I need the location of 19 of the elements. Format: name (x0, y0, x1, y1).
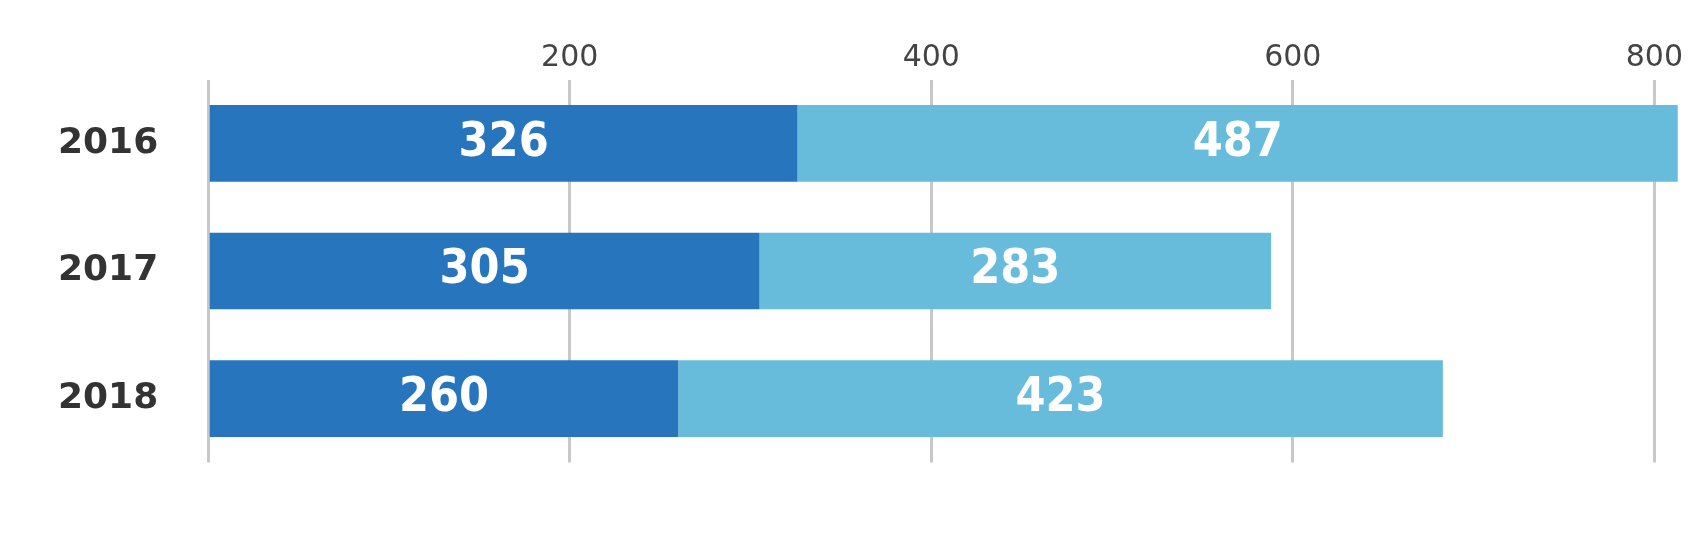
data-label: 326 (458, 110, 549, 167)
x-tick-label: 600 (1264, 38, 1322, 74)
data-label: 487 (1192, 110, 1283, 167)
y-tick-label: 2018 (57, 374, 159, 416)
bar (209, 105, 798, 182)
bar (209, 232, 760, 310)
bar (797, 105, 1678, 182)
data-label: 423 (1015, 366, 1106, 423)
x-tick-label: 200 (541, 38, 599, 74)
data-label: 305 (439, 238, 530, 295)
bar (678, 360, 1443, 437)
data-label: 283 (970, 238, 1061, 295)
y-tick-label: 2016 (57, 119, 159, 161)
x-tick-label: 400 (902, 38, 960, 74)
x-tick-label: 800 (1625, 38, 1683, 74)
data-label: 260 (398, 366, 490, 423)
bar (759, 232, 1272, 310)
y-tick-label: 2017 (57, 247, 159, 289)
bar (209, 360, 679, 437)
